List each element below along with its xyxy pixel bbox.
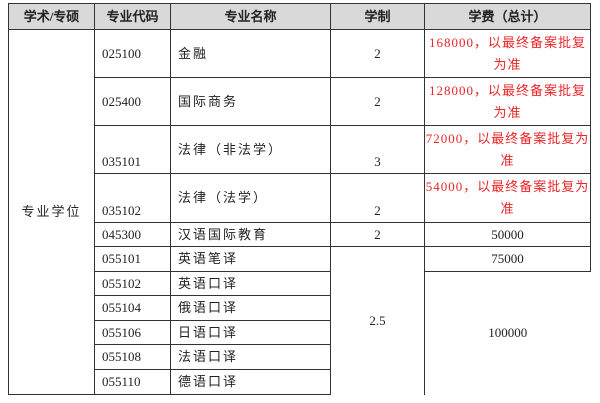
fee-cell: 50000 [424,222,591,247]
header-code: 专业代码 [94,3,171,30]
name-cell: 汉语国际教育 [170,222,331,247]
table-row: 025400 国际商务 2 128000，以最终备案批复为准 [9,77,591,126]
name-cell: 英语口译 [170,271,331,296]
name-cell: 法语口译 [170,344,331,370]
code-cell: 055108 [94,344,171,370]
fee-cell: 54000，以最终备案批复为准 [424,173,591,223]
code-cell: 055102 [94,271,171,296]
years-cell: 2 [330,222,425,247]
name-cell: 德语口译 [170,369,331,395]
name-cell: 法律（法学） [170,173,331,223]
name-cell: 金融 [170,29,331,78]
name-cell: 国际商务 [170,77,331,126]
years-cell: 2 [330,29,425,78]
fee-cell: 75000 [424,246,591,272]
fee-cell: 128000，以最终备案批复为准 [424,77,591,126]
years-cell: 2 [330,173,425,223]
table-row: 055106 日语口译 [9,320,591,345]
table-row: 035101 法律（非法学） 3 72000，以最终备案批复为准 [9,125,591,174]
years-cell: 2.5 [330,246,425,395]
name-cell: 法律（非法学） [170,125,331,174]
code-cell: 025100 [94,29,171,78]
name-cell: 英语笔译 [170,246,331,272]
code-cell: 045300 [94,222,171,247]
code-cell: 055104 [94,295,171,321]
code-cell: 035102 [94,173,171,223]
tuition-table: 学术/专硕 专业代码 专业名称 学制 学费（总计） 专业学位 025100 金融… [8,3,591,395]
header-row: 学术/专硕 专业代码 专业名称 学制 学费（总计） [8,3,591,30]
code-cell: 055106 [94,320,171,345]
fee-cell: 72000，以最终备案批复为准 [424,125,591,174]
header-name: 专业名称 [170,3,331,30]
fee-cell: 100000 [424,271,591,395]
table-row: 035102 法律（法学） 2 54000，以最终备案批复为准 [9,173,591,223]
years-cell: 2 [330,77,425,126]
header-fee: 学费（总计） [424,3,591,30]
code-cell: 035101 [94,125,171,174]
table-row: 045300 汉语国际教育 2 50000 [9,222,591,247]
header-years: 学制 [330,3,425,30]
code-cell: 055110 [94,369,171,395]
table-row: 055101 英语笔译 2.5 75000 [9,246,591,395]
category-cell: 专业学位 [8,29,95,395]
table-row: 055102 英语口译 100000 [9,271,591,395]
name-cell: 俄语口译 [170,295,331,321]
fee-cell: 168000，以最终备案批复为准 [424,29,591,78]
table-row: 专业学位 025100 金融 2 168000，以最终备案批复为准 [8,29,591,395]
code-cell: 025400 [94,77,171,126]
table-row: 055104 俄语口译 [9,295,591,321]
years-cell: 3 [330,125,425,174]
table-row: 055110 德语口译 [9,369,591,395]
code-cell: 055101 [94,246,171,272]
table-row: 055108 法语口译 [9,344,591,370]
name-cell: 日语口译 [170,320,331,345]
header-type: 学术/专硕 [8,3,95,30]
